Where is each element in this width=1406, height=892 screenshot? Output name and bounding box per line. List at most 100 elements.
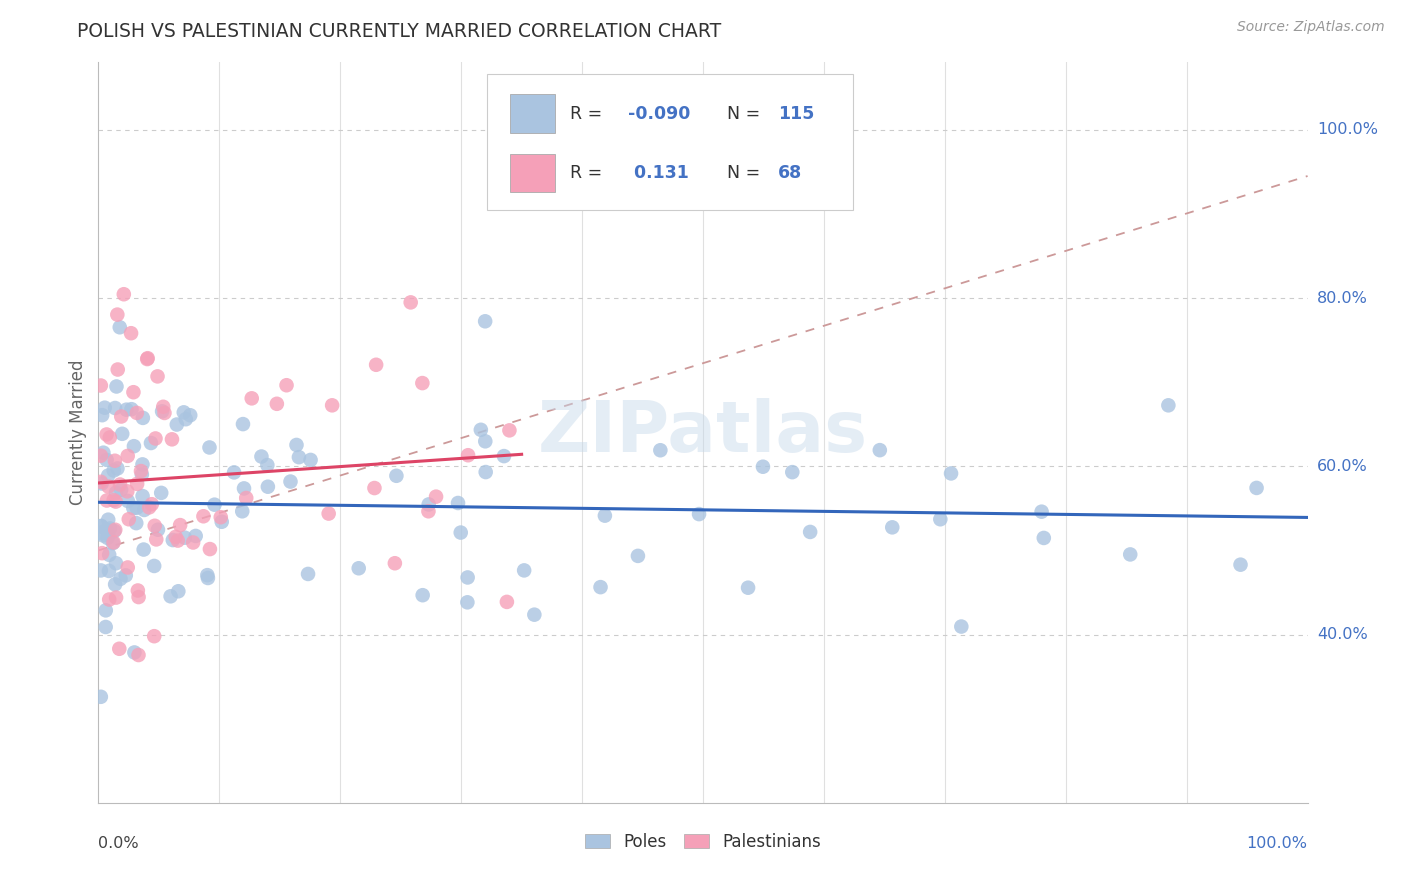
Text: 100.0%: 100.0% — [1317, 122, 1378, 137]
Point — [117, 449, 139, 463]
Text: 0.0%: 0.0% — [98, 836, 139, 851]
FancyBboxPatch shape — [486, 74, 853, 210]
Point — [122, 501, 145, 516]
Point — [285, 438, 308, 452]
Text: 80.0%: 80.0% — [1317, 291, 1368, 305]
Point — [198, 441, 221, 455]
Point — [181, 535, 204, 549]
Point — [385, 468, 408, 483]
Point — [91, 408, 114, 422]
Point — [288, 450, 311, 465]
Point — [143, 558, 166, 573]
Point — [299, 453, 322, 467]
Point — [124, 645, 146, 659]
Point — [174, 412, 197, 426]
Point — [117, 560, 139, 574]
Point — [737, 581, 759, 595]
Point — [363, 481, 385, 495]
Point — [108, 477, 131, 491]
Point — [94, 603, 117, 617]
Point — [498, 423, 520, 437]
Point — [418, 497, 440, 511]
Point — [929, 512, 952, 526]
Point — [138, 500, 160, 515]
Point — [98, 592, 121, 607]
Point — [1229, 558, 1251, 572]
Point — [115, 402, 138, 417]
Point — [145, 432, 167, 446]
Point — [233, 482, 256, 496]
Point — [193, 509, 215, 524]
Point — [98, 548, 121, 562]
Legend: Poles, Palestinians: Poles, Palestinians — [579, 826, 827, 857]
Point — [195, 568, 218, 582]
Point — [165, 530, 187, 544]
Point — [950, 619, 973, 633]
Point — [152, 400, 174, 414]
Text: R =: R = — [569, 104, 602, 122]
Point — [139, 436, 162, 450]
Point — [90, 475, 112, 489]
Text: 115: 115 — [778, 104, 814, 122]
Point — [104, 556, 127, 570]
Point — [128, 648, 150, 662]
Point — [97, 527, 120, 541]
Text: 0.131: 0.131 — [628, 164, 689, 182]
Point — [98, 521, 121, 535]
Point — [136, 352, 159, 367]
Point — [425, 490, 447, 504]
Point — [593, 508, 616, 523]
Point — [146, 523, 169, 537]
Point — [122, 385, 145, 400]
Bar — [509, 153, 555, 192]
Point — [1157, 398, 1180, 412]
Point — [650, 443, 672, 458]
Point — [91, 546, 114, 560]
Point — [129, 464, 152, 478]
Point — [179, 409, 201, 423]
Point — [103, 524, 125, 538]
Text: -0.090: -0.090 — [628, 104, 690, 122]
Point — [869, 443, 891, 458]
Point — [457, 448, 479, 462]
Point — [150, 404, 173, 418]
Point — [103, 463, 125, 477]
Point — [1119, 548, 1142, 562]
Point — [97, 513, 120, 527]
Point — [122, 439, 145, 453]
Point — [136, 351, 159, 366]
Point — [127, 476, 149, 491]
Point — [93, 445, 115, 459]
Point — [112, 287, 135, 301]
Point — [280, 475, 302, 489]
Point — [456, 595, 478, 609]
Point — [799, 524, 821, 539]
Point — [474, 465, 496, 479]
Point — [108, 320, 131, 334]
Point — [211, 515, 233, 529]
Point — [399, 295, 422, 310]
Point — [118, 512, 141, 526]
Point — [492, 449, 515, 463]
Point — [97, 479, 120, 493]
Point — [107, 362, 129, 376]
Text: 68: 68 — [778, 164, 803, 182]
Point — [90, 476, 112, 491]
Point — [318, 507, 340, 521]
Point — [105, 308, 128, 322]
Point — [125, 406, 148, 420]
Point — [235, 491, 257, 505]
Point — [752, 459, 775, 474]
Point — [90, 526, 112, 541]
Point — [131, 489, 153, 503]
Text: Source: ZipAtlas.com: Source: ZipAtlas.com — [1237, 20, 1385, 34]
Bar — [509, 95, 555, 133]
Point — [150, 486, 173, 500]
Y-axis label: Currently Married: Currently Married — [69, 359, 87, 506]
Point — [450, 525, 472, 540]
Point — [110, 409, 132, 424]
Point — [143, 629, 166, 643]
Point — [90, 519, 112, 533]
Point — [96, 531, 118, 545]
Point — [688, 507, 710, 521]
